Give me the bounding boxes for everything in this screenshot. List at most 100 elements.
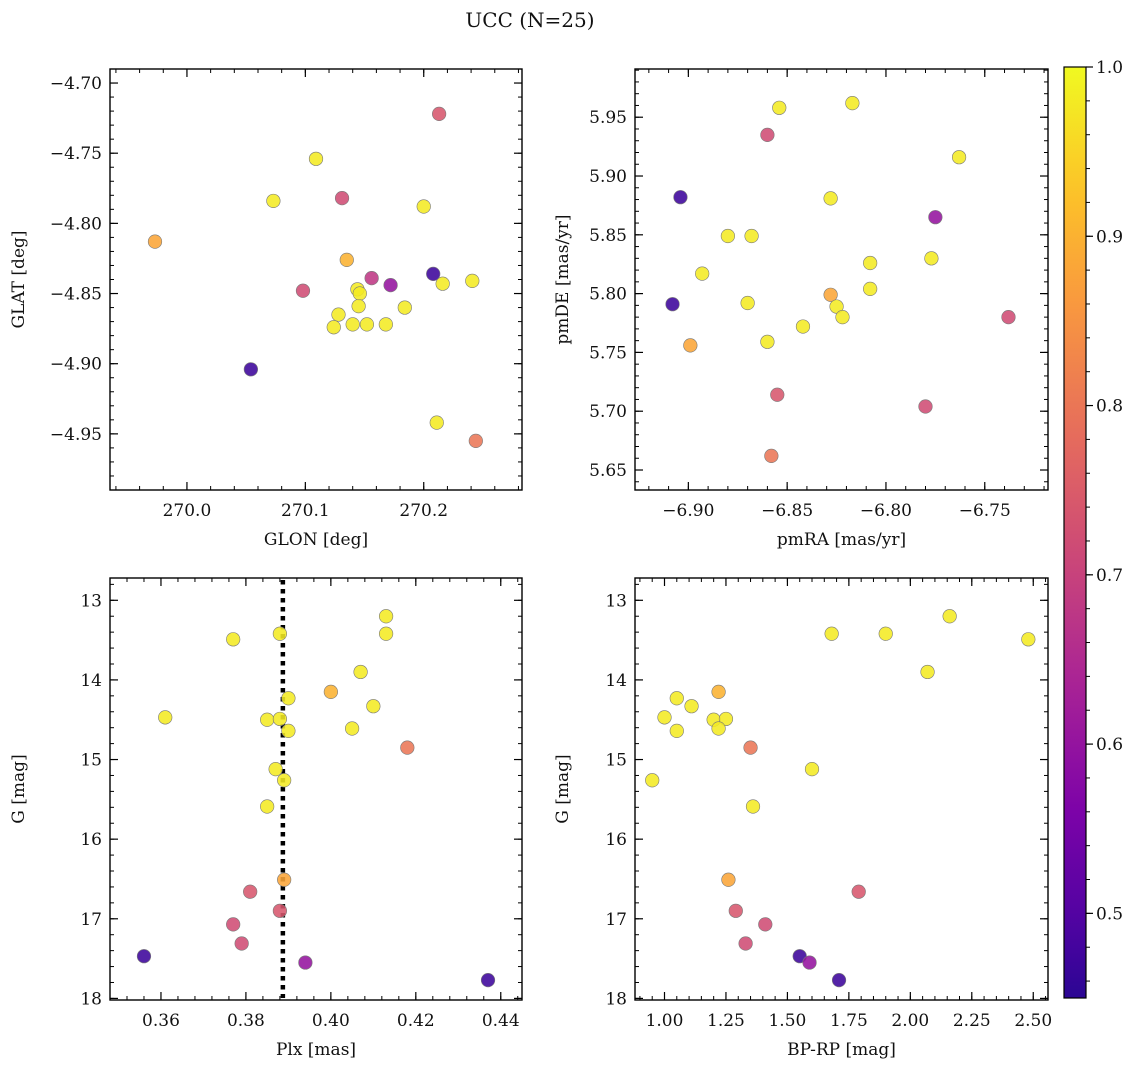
- scatter-point: [745, 799, 761, 814]
- scatter-point: [720, 228, 735, 244]
- scatter-point: [426, 266, 441, 281]
- scatter-point: [416, 199, 431, 214]
- scatter-point: [383, 278, 398, 293]
- scatter-point: [147, 234, 163, 249]
- colorbar-tick-label: 0.9: [1096, 227, 1123, 247]
- x-tick-label: −6.75: [959, 501, 1011, 521]
- scatter-point: [802, 955, 817, 970]
- scatter-point: [281, 691, 296, 706]
- y-axis-label: pmDE [mas/yr]: [553, 214, 573, 344]
- scatter-point: [480, 972, 496, 988]
- scatter-point: [878, 626, 893, 641]
- scatter-point: [863, 281, 878, 297]
- x-tick-label: 0.38: [227, 1011, 265, 1031]
- colorbar-tick-label: 1.0: [1096, 58, 1123, 78]
- scatter-point: [743, 740, 758, 755]
- y-axis-label: G [mag]: [553, 754, 573, 823]
- scatter-point: [695, 266, 710, 281]
- panel-1: 270.0 270.1 270.2 −4.70 −4.75 −4.80 −4.85 −4.90…: [9, 68, 523, 550]
- scatter-point: [1001, 310, 1016, 325]
- scatter-point: [323, 684, 338, 699]
- x-tick-label: −6.80: [860, 501, 912, 521]
- x-tick-label: −6.90: [662, 501, 714, 521]
- y-tick-label: −4.95: [50, 425, 102, 445]
- scatter-point: [744, 228, 759, 244]
- scatter-point: [728, 903, 743, 918]
- scatter-point: [764, 448, 779, 463]
- y-tick-label: 5.90: [589, 167, 627, 187]
- scatter-point: [397, 300, 412, 315]
- scatter-point: [738, 936, 753, 951]
- scatter-point: [711, 684, 726, 699]
- scatter-point: [657, 710, 672, 725]
- y-tick-label: 15: [80, 751, 102, 771]
- scatter-point: [1021, 632, 1036, 647]
- x-axis-label: Plx [mas]: [276, 1040, 356, 1060]
- x-tick-label: −6.85: [761, 501, 813, 521]
- scatter-point: [804, 761, 820, 777]
- scatter-point: [645, 773, 660, 788]
- x-tick-label: 270.1: [281, 501, 330, 521]
- scatter-point: [740, 295, 755, 311]
- scatter-point: [951, 150, 967, 165]
- scatter-point: [272, 903, 287, 918]
- x-tick-label: 1.00: [646, 1011, 684, 1031]
- x-tick-label: 2.25: [953, 1011, 991, 1031]
- scatter-point: [942, 609, 957, 624]
- scatter-point: [339, 252, 354, 267]
- x-axis-label: pmRA [mas/yr]: [777, 530, 906, 550]
- y-tick-label: −4.85: [50, 285, 102, 305]
- plot-frame: [634, 577, 1049, 1001]
- colorbar-tick-label: 0.5: [1096, 904, 1123, 924]
- x-tick-label: 2.00: [891, 1011, 929, 1031]
- scatter-point: [924, 251, 939, 266]
- scatter-point: [770, 387, 785, 402]
- y-tick-label: 5.75: [589, 343, 627, 363]
- scatter-point: [432, 106, 447, 122]
- x-tick-label: 270.0: [163, 501, 212, 521]
- scatter-point: [378, 609, 394, 624]
- x-tick-label: 2.50: [1014, 1011, 1052, 1031]
- x-tick-label: 0.40: [312, 1011, 350, 1031]
- colorbar-tick-label: 0.7: [1096, 566, 1123, 586]
- x-axis-label: BP-RP [mag]: [787, 1040, 896, 1060]
- scatter-point: [928, 210, 943, 225]
- scatter-point: [863, 255, 878, 271]
- y-tick-label: −4.70: [50, 74, 102, 94]
- x-tick-label: 0.44: [482, 1011, 520, 1031]
- y-tick-label: 5.80: [589, 285, 627, 305]
- y-tick-label: 14: [605, 671, 627, 691]
- scatter-point: [684, 699, 699, 714]
- colorbar-tick-label: 0.6: [1096, 735, 1123, 755]
- plot-frame: [634, 68, 1049, 491]
- y-tick-label: 18: [605, 989, 627, 1009]
- y-tick-label: −4.75: [50, 144, 102, 164]
- y-tick-label: 17: [80, 910, 102, 930]
- scatter-point: [823, 287, 838, 302]
- scatter-point: [831, 972, 847, 988]
- scatter-point: [760, 127, 775, 142]
- scatter-point: [345, 721, 360, 736]
- scatter-point: [266, 193, 281, 209]
- x-tick-label: 0.42: [397, 1011, 435, 1031]
- y-tick-label: 5.95: [589, 108, 627, 128]
- scatter-point: [760, 334, 775, 349]
- scatter-point: [295, 283, 311, 298]
- scatter-point: [353, 664, 368, 680]
- scatter-point: [272, 626, 287, 641]
- scatter-point: [669, 691, 684, 706]
- y-tick-label: 14: [80, 671, 102, 691]
- plot-frame: [109, 577, 523, 1001]
- x-axis-label: GLON [deg]: [264, 530, 368, 550]
- scatter-point: [468, 433, 483, 448]
- scatter-point: [331, 307, 346, 322]
- panels: 270.0 270.1 270.2 −4.70 −4.75 −4.80 −4.85 −4.90…: [9, 68, 1052, 1060]
- scatter-point: [718, 711, 734, 727]
- panel-2: −6.90 −6.85 −6.80 −6.75 5.65 5.70 5.75 5.80 5.85…: [553, 68, 1049, 550]
- scatter-point: [298, 955, 313, 970]
- scatter-point: [345, 317, 360, 332]
- x-tick-label: 1.75: [830, 1011, 868, 1031]
- y-tick-label: 5.85: [589, 226, 627, 246]
- scatter-point: [823, 191, 838, 206]
